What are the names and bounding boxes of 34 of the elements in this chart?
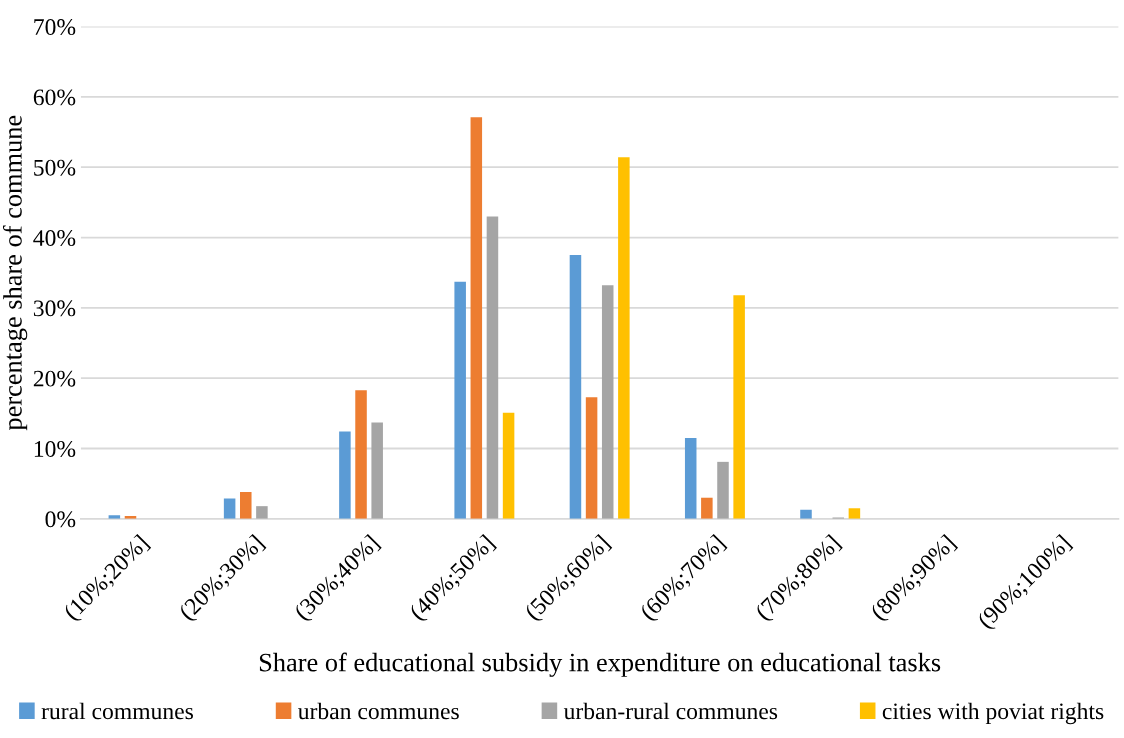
bar	[339, 431, 351, 519]
bar	[256, 506, 268, 519]
legend-label: cities with poviat rights	[882, 702, 1104, 725]
bar	[701, 497, 713, 519]
y-tick-label: 70%	[34, 19, 76, 36]
y-tick-label: 10%	[34, 440, 76, 457]
legend-label: rural communes	[41, 702, 193, 720]
bar	[355, 390, 367, 519]
bar	[371, 422, 383, 519]
y-tick-label: 0%	[45, 511, 76, 528]
bar	[800, 509, 812, 519]
bar	[717, 461, 729, 519]
bar	[684, 437, 697, 519]
y-axis-title: percentage share of commune	[2, 115, 28, 431]
legend-label: urban communes	[298, 702, 459, 720]
y-tick-label: 50%	[34, 159, 76, 176]
bar	[585, 397, 598, 519]
y-tick-label: 60%	[33, 89, 76, 106]
bar	[240, 492, 252, 519]
y-tick-label: 30%	[33, 300, 76, 317]
x-axis-title: Share of educational subsidy in expenditure on educational tasks	[259, 652, 941, 677]
y-tick-label: 20%	[33, 370, 76, 387]
bar	[618, 157, 630, 519]
y-tick-label: 40%	[33, 230, 76, 247]
bar	[848, 508, 861, 519]
bar	[733, 295, 745, 519]
bar	[486, 216, 499, 519]
bar	[470, 117, 483, 519]
bar	[601, 285, 614, 519]
legend-label: urban-rural communes	[563, 702, 778, 720]
bar	[454, 281, 466, 519]
bar	[569, 255, 582, 519]
bar	[223, 498, 236, 519]
bar	[502, 412, 515, 519]
